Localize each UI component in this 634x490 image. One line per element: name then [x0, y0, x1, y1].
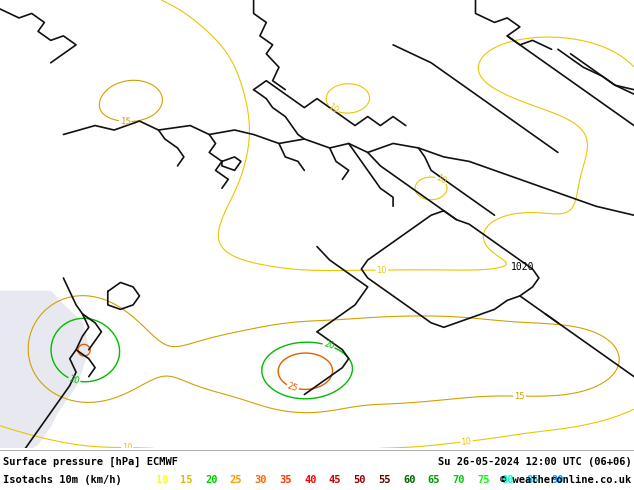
Text: 10: 10	[434, 173, 448, 186]
Text: 90: 90	[551, 475, 564, 485]
Text: 10: 10	[377, 266, 387, 274]
Text: 75: 75	[477, 475, 489, 485]
Text: © weatheronline.co.uk: © weatheronline.co.uk	[500, 475, 631, 485]
Text: 40: 40	[304, 475, 316, 485]
Text: 80: 80	[502, 475, 514, 485]
Text: 50: 50	[354, 475, 366, 485]
Text: 10: 10	[326, 102, 340, 116]
Text: 15: 15	[180, 475, 193, 485]
Text: 55: 55	[378, 475, 391, 485]
Text: 25: 25	[286, 381, 299, 393]
Text: 20: 20	[322, 340, 335, 351]
Polygon shape	[0, 292, 89, 448]
Text: 20: 20	[205, 475, 217, 485]
Text: 1020: 1020	[511, 262, 535, 272]
Text: 85: 85	[526, 475, 539, 485]
Text: 15: 15	[120, 117, 131, 126]
Text: 30: 30	[254, 475, 267, 485]
Text: 70: 70	[453, 475, 465, 485]
Text: Surface pressure [hPa] ECMWF: Surface pressure [hPa] ECMWF	[3, 457, 178, 467]
Text: 45: 45	[328, 475, 341, 485]
Text: 10: 10	[155, 475, 168, 485]
Text: Su 26-05-2024 12:00 UTC (06+06): Su 26-05-2024 12:00 UTC (06+06)	[437, 457, 631, 466]
Text: 10: 10	[461, 437, 472, 446]
Text: 65: 65	[427, 475, 440, 485]
Text: 15: 15	[514, 392, 525, 401]
Text: 60: 60	[403, 475, 415, 485]
Text: 20: 20	[68, 374, 81, 386]
Text: 10: 10	[122, 443, 133, 452]
Text: 35: 35	[279, 475, 292, 485]
Text: 25: 25	[230, 475, 242, 485]
Text: Isotachs 10m (km/h): Isotachs 10m (km/h)	[3, 475, 121, 485]
